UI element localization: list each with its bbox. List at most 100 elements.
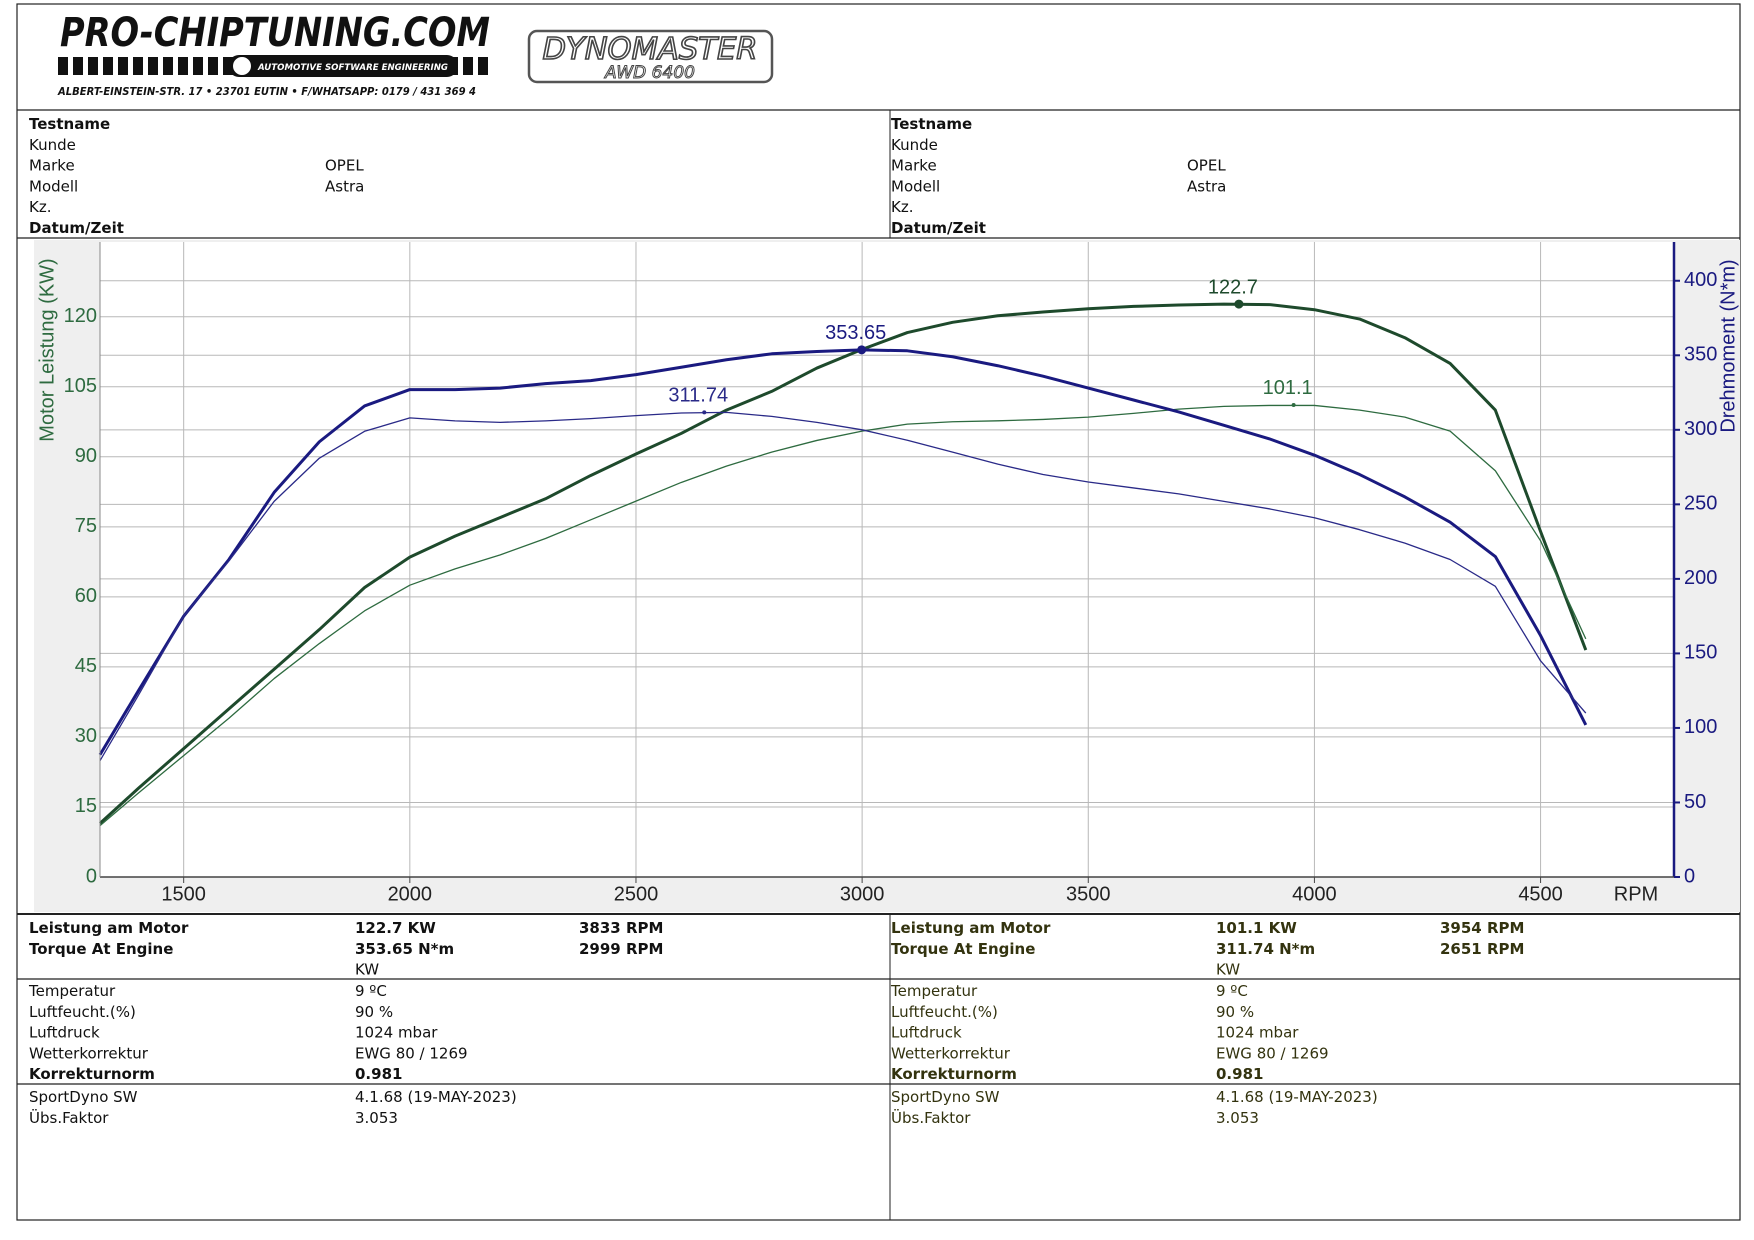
info-label: Marke <box>891 157 937 175</box>
y-tick-label: 105 <box>64 375 97 397</box>
peak-label: 311.74 <box>668 385 728 407</box>
result-label: Wetterkorrektur <box>891 1044 1011 1062</box>
info-value: Astra <box>325 177 364 195</box>
x-axis-label: RPM <box>1614 883 1658 905</box>
plot-area <box>100 242 1674 877</box>
peak-label: 122.7 <box>1208 276 1258 298</box>
result-value: EWG 80 / 1269 <box>1216 1044 1329 1062</box>
y-tick-label: 90 <box>75 445 97 467</box>
curve <box>98 302 1588 825</box>
x-tick-label: 4500 <box>1518 883 1563 905</box>
y2-tick-label: 150 <box>1684 642 1717 664</box>
result-value: 0.981 <box>355 1065 402 1083</box>
x-tick-label: 2000 <box>388 883 433 905</box>
result-value: EWG 80 / 1269 <box>355 1044 468 1062</box>
result-value: 4.1.68 (19-MAY-2023) <box>355 1088 517 1106</box>
tagline-badge <box>228 55 458 77</box>
result-value: 0.981 <box>1216 1065 1263 1083</box>
result-value: 9 ºC <box>355 982 387 1000</box>
result-value: 90 % <box>355 1003 393 1021</box>
y2-tick-label: 50 <box>1684 791 1706 813</box>
address: ALBERT-EINSTEIN-STR. 17 • 23701 EUTIN • … <box>57 85 476 98</box>
y-tick-label: 15 <box>75 795 97 817</box>
result-rpm: 2999 RPM <box>579 940 663 958</box>
result-label: Übs.Faktor <box>891 1108 971 1127</box>
result-label: Leistung am Motor <box>891 919 1051 937</box>
peak-label: 353.65 <box>825 322 886 344</box>
info-label: Testname <box>891 115 972 133</box>
info-label: Marke <box>29 157 75 175</box>
result-value: 311.74 N*m <box>1216 940 1315 958</box>
result-value: 3.053 <box>355 1109 398 1127</box>
result-value: 4.1.68 (19-MAY-2023) <box>1216 1088 1378 1106</box>
curve <box>98 348 1588 756</box>
info-label: Kz. <box>891 198 913 216</box>
x-tick-label: 3000 <box>840 883 885 905</box>
result-label: Luftdruck <box>29 1024 100 1042</box>
y2-tick-label: 250 <box>1684 493 1717 515</box>
info-label: Kunde <box>29 136 76 154</box>
result-rpm: 3954 RPM <box>1440 919 1524 937</box>
info-label: Modell <box>29 177 78 195</box>
x-tick-label: 2500 <box>614 883 659 905</box>
y-tick-label: 45 <box>75 655 97 677</box>
result-label: Torque At Engine <box>891 940 1035 958</box>
y2-tick-label: 200 <box>1684 567 1717 589</box>
peak-label: 101.1 <box>1263 377 1313 399</box>
info-label: Kunde <box>891 136 938 154</box>
y2-tick-label: 350 <box>1684 344 1717 366</box>
info-label: Datum/Zeit <box>891 219 986 237</box>
info-label: Testname <box>29 115 110 133</box>
result-label: Luftdruck <box>891 1024 962 1042</box>
peak-marker <box>1234 299 1244 309</box>
peak-marker <box>702 410 707 415</box>
result-value: 101.1 KW <box>1216 919 1297 937</box>
info-label: Datum/Zeit <box>29 219 124 237</box>
result-label: Leistung am Motor <box>29 919 189 937</box>
curves <box>98 299 1588 827</box>
result-value: 90 % <box>1216 1003 1254 1021</box>
result-value: 1024 mbar <box>355 1024 438 1042</box>
x-tick-label: 3500 <box>1066 883 1111 905</box>
result-label: SportDyno SW <box>29 1088 138 1106</box>
peak-marker <box>1291 402 1296 407</box>
info-value: OPEL <box>1187 157 1226 175</box>
info-value: Astra <box>1187 177 1226 195</box>
peak-marker <box>857 345 867 355</box>
y-tick-label: 30 <box>75 725 97 747</box>
curve <box>99 411 1587 762</box>
result-label: Temperatur <box>890 982 978 1000</box>
result-value: 9 ºC <box>1216 982 1248 1000</box>
result-label: Temperatur <box>28 982 116 1000</box>
result-rpm: 2651 RPM <box>1440 940 1524 958</box>
logo: PRO-CHIPTUNING.COM <box>60 10 490 56</box>
y2-tick-label: 100 <box>1684 716 1717 738</box>
result-label: Luftfeucht.(%) <box>891 1003 998 1021</box>
brand-model: AWD 6400 <box>604 63 695 83</box>
result-label: Korrekturnorm <box>29 1065 155 1083</box>
result-label: Luftfeucht.(%) <box>29 1003 136 1021</box>
brand-box <box>527 29 774 84</box>
y-tick-label: 60 <box>75 585 97 607</box>
result-value: 122.7 KW <box>355 919 436 937</box>
y-tick-label: 75 <box>75 515 97 537</box>
result-label: Übs.Faktor <box>29 1108 109 1127</box>
y2-tick-label: 400 <box>1684 269 1717 291</box>
result-value: 1024 mbar <box>1216 1024 1299 1042</box>
x-tick-label: 4000 <box>1292 883 1337 905</box>
result-label: Wetterkorrektur <box>29 1044 149 1062</box>
y2-tick-label: 0 <box>1684 865 1695 887</box>
info-value: OPEL <box>325 157 364 175</box>
y-axis-label: Motor Leistung (KW) <box>36 258 58 441</box>
tagline: AUTOMOTIVE SOFTWARE ENGINEERING <box>257 63 448 73</box>
result-rpm: 3833 RPM <box>579 919 663 937</box>
result-label: SportDyno SW <box>891 1088 1000 1106</box>
y-tick-label: 120 <box>64 305 97 327</box>
result-label: Torque At Engine <box>29 940 173 958</box>
y2-axis-label: Drehmoment (N*m) <box>1717 259 1739 432</box>
result-value: KW <box>355 961 379 979</box>
result-value: 3.053 <box>1216 1109 1259 1127</box>
info-label: Kz. <box>29 198 51 216</box>
